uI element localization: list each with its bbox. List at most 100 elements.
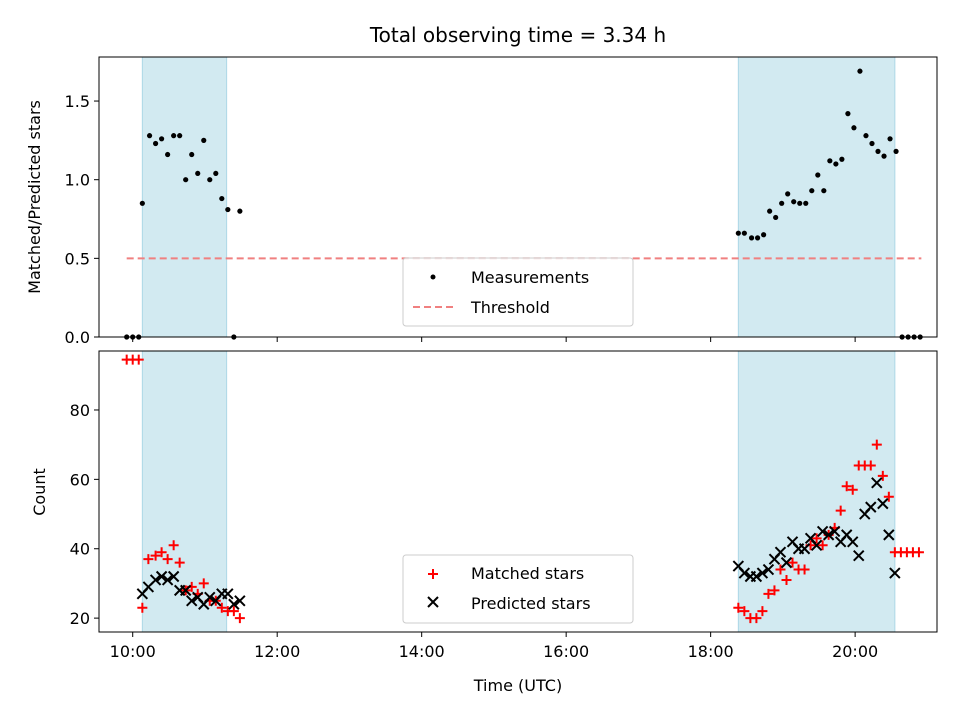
- measurement-point: [748, 235, 755, 241]
- y-tick-label: 80: [70, 401, 90, 420]
- ratio-legend-box: [402, 257, 634, 327]
- matched-star-point: [162, 554, 173, 565]
- predicted-star-point: [865, 501, 877, 513]
- matched-star-point: [137, 602, 148, 613]
- measurement-point: [863, 133, 869, 139]
- matched-star-point: [751, 613, 762, 624]
- predicted-star-point: [756, 567, 769, 579]
- observing-window-1: [141, 56, 228, 338]
- predicted-star-point: [228, 598, 240, 610]
- measurement-point: [139, 200, 145, 206]
- predicted-star-point: [780, 556, 793, 569]
- matched-star-point: [817, 540, 828, 551]
- measurement-point: [851, 125, 857, 131]
- measurement-point: [833, 161, 839, 167]
- measurement-point: [809, 188, 815, 194]
- measurement-point: [171, 133, 177, 139]
- measurement-point: [761, 232, 767, 238]
- measurement-point: [821, 188, 827, 194]
- matched-star-point: [769, 585, 780, 596]
- observing-window-1: [141, 350, 228, 633]
- legend-predicted-stars: Predicted stars: [471, 594, 591, 613]
- legend-measurement-marker: [430, 274, 436, 280]
- predicted-star-point: [822, 529, 835, 541]
- predicted-star-point: [204, 591, 216, 604]
- predicted-star-point: [149, 574, 162, 586]
- measurement-point: [755, 235, 761, 241]
- x-tick-label: 12:00: [254, 642, 300, 661]
- matched-star-point: [733, 602, 744, 613]
- matched-star-point: [781, 574, 792, 585]
- x-axis-label: Time (UTC): [473, 676, 562, 695]
- measurement-point: [869, 140, 875, 147]
- measurement-point: [195, 170, 201, 177]
- predicted-star-point: [155, 570, 168, 583]
- y-tick-label: 60: [70, 470, 90, 489]
- measurement-point: [183, 177, 189, 183]
- matched-star-point: [228, 606, 239, 617]
- measurement-point: [207, 177, 213, 183]
- matched-star-point: [150, 550, 161, 561]
- y-tick-label: 0.5: [65, 249, 90, 268]
- predicted-star-point: [810, 539, 823, 551]
- matched-star-point: [198, 578, 209, 589]
- measurement-point: [767, 208, 773, 214]
- count-legend-box: [402, 554, 634, 624]
- predicted-star-point: [871, 477, 883, 489]
- matched-star-point: [763, 588, 774, 599]
- measurement-point: [177, 133, 183, 139]
- matched-star-point: [871, 439, 882, 450]
- ratio-legend: Measurements Threshold: [402, 257, 634, 327]
- predicted-star-point: [222, 588, 234, 600]
- legend-threshold: Threshold: [470, 298, 550, 317]
- matched-star-point: [811, 533, 822, 544]
- legend-matched-stars: Matched stars: [471, 564, 584, 583]
- predicted-star-point: [161, 574, 174, 586]
- predicted-star-point: [816, 525, 829, 538]
- chart-title: Total observing time = 3.34 h: [369, 23, 666, 47]
- measurement-point: [785, 191, 791, 197]
- observing-window-2: [737, 350, 896, 633]
- y-tick-label: 1.5: [65, 92, 90, 111]
- predicted-star-point: [798, 543, 811, 555]
- measurement-point: [159, 136, 165, 142]
- predicted-star-point: [889, 567, 901, 579]
- matched-star-point: [877, 470, 888, 481]
- matched-star-point: [883, 491, 894, 502]
- ratio-y-axis-label: Matched/Predicted stars: [25, 100, 44, 294]
- measurement-point: [237, 208, 243, 214]
- measurement-point: [797, 200, 803, 206]
- matched-star-point: [787, 557, 798, 568]
- predicted-star-point: [762, 563, 775, 576]
- predicted-star-point: [750, 570, 763, 583]
- matched-star-point: [835, 505, 846, 516]
- x-tick-label: 18:00: [688, 642, 734, 661]
- measurement-point: [165, 151, 171, 158]
- measurement-point: [741, 230, 747, 236]
- measurement-point: [735, 230, 741, 236]
- ratio-panel-frame: [98, 56, 938, 338]
- measurement-point: [219, 195, 225, 202]
- legend-matched-marker: [428, 569, 438, 579]
- y-tick-label: 1.0: [65, 171, 90, 190]
- measurement-point: [839, 156, 845, 162]
- matched-star-point: [775, 564, 786, 575]
- predicted-star-point: [847, 536, 859, 548]
- measurement-point: [893, 148, 899, 154]
- matched-star-point: [156, 547, 167, 558]
- measurement-point: [189, 151, 195, 158]
- count-legend: Matched stars Predicted stars: [402, 554, 634, 624]
- matched-star-point: [841, 481, 852, 492]
- measurement-point: [881, 153, 887, 159]
- legend-predicted-marker: [427, 596, 439, 608]
- predicted-star-point: [877, 497, 889, 510]
- ratio-panel: 0.0 0.5 1.0 1.5 Matched/Predicted stars Mea…: [25, 56, 938, 347]
- predicted-star-point: [828, 525, 841, 538]
- measurement-point: [779, 200, 785, 206]
- y-tick-label: 20: [70, 609, 90, 628]
- count-y-axis-label: Count: [30, 468, 49, 516]
- legend-measurements: Measurements: [471, 268, 589, 287]
- predicted-star-point: [234, 595, 246, 607]
